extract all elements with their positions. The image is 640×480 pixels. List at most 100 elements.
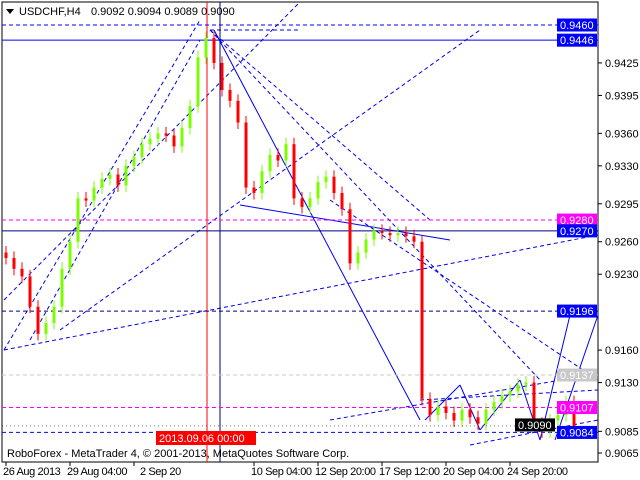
candle-body <box>396 233 400 236</box>
candle-body <box>60 268 64 307</box>
wave-line <box>213 29 421 421</box>
candle-body <box>356 252 360 264</box>
candle-body <box>140 144 144 158</box>
level-label-bg <box>557 368 597 382</box>
candle-body <box>244 122 248 188</box>
candle-body <box>108 174 112 179</box>
candle-body <box>436 406 440 416</box>
candle-body <box>132 157 136 166</box>
candle-body <box>412 236 416 242</box>
wave-line <box>209 29 541 381</box>
candle-body <box>20 268 24 277</box>
candle-body <box>388 233 392 236</box>
candle-body <box>332 176 336 193</box>
y-tick-label: 0.9395 <box>605 90 639 102</box>
candle-body <box>148 138 152 145</box>
candle-body <box>348 209 352 264</box>
copyright-text: RoboForex - MetaTrader 4, © 2001-2013, M… <box>7 448 349 460</box>
candle-body <box>492 402 496 410</box>
candle-body <box>308 198 312 208</box>
candle-body <box>340 192 344 210</box>
candle-body <box>236 100 240 123</box>
y-tick-label: 0.9360 <box>605 128 639 140</box>
level-label: 0.9137 <box>560 370 594 382</box>
candle-body <box>84 198 88 201</box>
y-tick-label: 0.9085 <box>605 426 639 438</box>
wave-line <box>419 389 599 401</box>
candle-body <box>100 178 104 188</box>
x-tick-label: 26 Aug 2013 <box>3 466 61 478</box>
candle-body <box>524 382 528 385</box>
candle-body <box>372 230 376 240</box>
y-tick-label: 0.9130 <box>605 378 639 390</box>
level-label: 0.9460 <box>560 20 594 32</box>
candle-body <box>4 252 8 258</box>
candle-body <box>516 384 520 392</box>
level-label: 0.9270 <box>560 226 594 238</box>
candle-body <box>484 409 488 424</box>
candle-body <box>476 417 480 424</box>
candle-body <box>92 187 96 201</box>
crosshair-time-label: 2013.09.06 00:00 <box>159 433 245 445</box>
candle-body <box>228 90 232 101</box>
candle-body <box>156 133 160 139</box>
crosshair-time-bg <box>156 431 256 445</box>
candle-body <box>220 62 224 91</box>
candle-body <box>404 233 408 237</box>
level-label-bg <box>557 304 597 318</box>
candle-body <box>364 239 368 253</box>
candle-body <box>572 402 576 426</box>
level-label-bg <box>557 213 597 227</box>
x-tick-label: 10 Sep 04:00 <box>251 466 312 478</box>
candle-body <box>172 135 176 147</box>
x-tick-label: 29 Aug 04:00 <box>67 466 127 478</box>
y-tick-label: 0.9295 <box>605 199 639 211</box>
wave-drawings <box>3 1 599 462</box>
level-label-bg <box>557 425 597 439</box>
time-axis: 26 Aug 2013 29 Aug 04:00 2 Sep 20 10 Sep 04… <box>3 431 568 478</box>
y-tick-label: 0.9330 <box>605 161 639 173</box>
candle-body <box>452 412 456 421</box>
candle-body <box>380 230 384 234</box>
wave-line <box>3 234 599 351</box>
candle-body <box>204 38 208 58</box>
y-tick-label: 0.9425 <box>605 58 639 70</box>
candle-body <box>300 198 304 208</box>
level-label: 0.9084 <box>560 427 594 439</box>
candle-body <box>212 38 216 63</box>
candle-body <box>252 187 256 193</box>
candle-body <box>28 276 32 307</box>
candle-body <box>316 182 320 199</box>
candle-body <box>188 106 192 128</box>
plot-area <box>1 1 599 463</box>
level-label: 0.9196 <box>560 306 594 318</box>
wave-line <box>3 1 301 301</box>
wave-line <box>329 199 599 381</box>
level-label: 0.9107 <box>560 403 594 415</box>
candle-body <box>196 57 200 107</box>
level-label-bg <box>557 18 597 32</box>
dropdown-triangle-icon[interactable] <box>6 9 14 14</box>
candle-body <box>292 144 296 199</box>
candle-body <box>268 155 272 172</box>
candle-body <box>284 144 288 161</box>
candle-body <box>68 241 72 269</box>
level-label-bg <box>557 401 597 415</box>
candle-body <box>444 406 448 413</box>
x-tick-label: 2 Sep 20 <box>140 466 181 478</box>
wave-line <box>329 374 591 421</box>
candle-body <box>180 127 184 147</box>
candle-body <box>460 409 464 421</box>
level-label: 0.9446 <box>560 35 594 47</box>
candle-body <box>116 174 120 186</box>
candle-body <box>508 391 512 396</box>
candle-body <box>260 171 264 193</box>
chart-header: USDCHF,H4 0.9092 0.9094 0.9089 0.9090 <box>6 6 235 18</box>
candle-body <box>76 198 80 242</box>
y-tick-label: 0.9260 <box>605 237 639 249</box>
x-tick-label: 20 Sep 04:00 <box>443 466 504 478</box>
ohlc-readout: 0.9092 0.9094 0.9089 0.9090 <box>91 6 235 18</box>
candle-body <box>12 257 16 269</box>
